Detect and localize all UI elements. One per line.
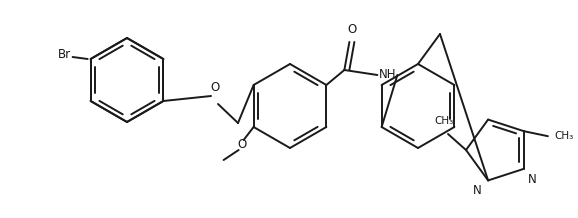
Text: Br: Br	[57, 48, 71, 61]
Text: N: N	[473, 184, 482, 198]
Text: O: O	[348, 23, 357, 36]
Text: N: N	[528, 173, 536, 186]
Text: CH₃: CH₃	[554, 131, 573, 141]
Text: O: O	[237, 138, 246, 152]
Text: NH: NH	[379, 68, 397, 82]
Text: O: O	[210, 81, 220, 94]
Text: CH₃: CH₃	[435, 116, 454, 126]
